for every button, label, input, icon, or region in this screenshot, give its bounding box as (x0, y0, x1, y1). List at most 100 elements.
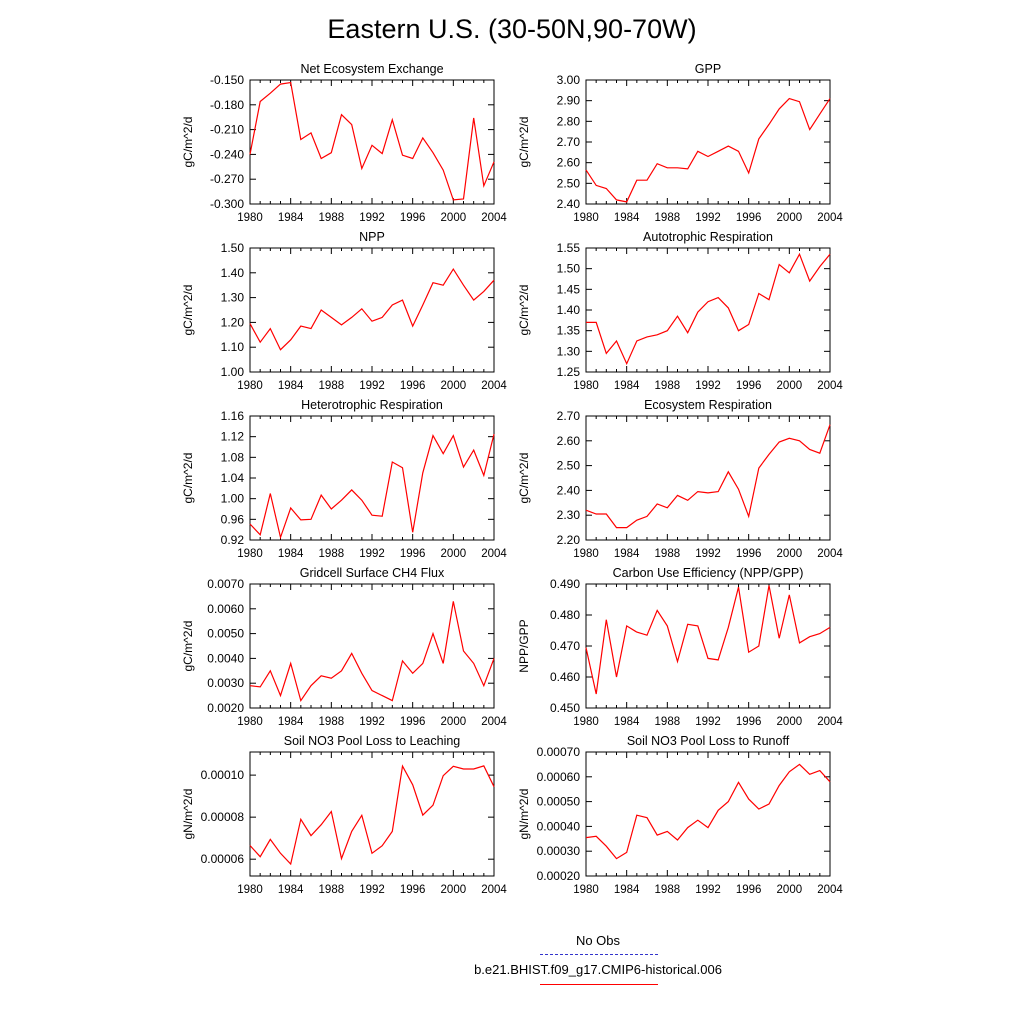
x-tick-label: 2004 (817, 380, 843, 392)
series-line (249, 267, 495, 351)
y-tick-label: 0.480 (550, 608, 580, 622)
x-tick-label: 1988 (319, 716, 345, 728)
y-tick-label: 0.490 (550, 577, 580, 591)
y-tick-label: 2.70 (557, 409, 581, 423)
x-tick-label: 1992 (695, 884, 721, 896)
y-tick-label: 0.92 (221, 533, 245, 547)
x-tick-label: 1988 (655, 884, 681, 896)
x-tick-label: 1984 (614, 716, 640, 728)
y-tick-label: -0.180 (210, 98, 244, 112)
y-tick-label: 1.20 (221, 315, 245, 329)
y-axis-label: NPP/GPP (517, 619, 531, 672)
y-tick-label: 1.30 (221, 291, 245, 305)
y-tick-label: 1.45 (557, 282, 581, 296)
y-tick-label: 0.460 (550, 670, 580, 684)
x-tick-label: 1984 (278, 884, 304, 896)
y-tick-label: 2.90 (557, 94, 581, 108)
x-tick-label: 2000 (777, 212, 803, 224)
y-tick-label: 1.40 (557, 303, 581, 317)
y-axis-label: gC/m^2/d (517, 453, 531, 504)
x-tick-label: 1996 (400, 212, 426, 224)
x-tick-label: 1984 (614, 548, 640, 560)
y-tick-label: 3.00 (557, 73, 581, 87)
x-tick-label: 1992 (359, 380, 385, 392)
y-tick-label: 0.00020 (537, 869, 581, 883)
plot-frame (249, 79, 495, 205)
y-tick-label: 0.0060 (207, 602, 244, 616)
plot-frame (585, 415, 831, 541)
x-tick-label: 1984 (278, 212, 304, 224)
series-line (585, 585, 831, 695)
legend-line-model-run (540, 984, 658, 985)
series-line (586, 252, 831, 366)
x-tick-label: 1988 (655, 380, 681, 392)
x-tick-label: 1984 (614, 212, 640, 224)
series-line (249, 764, 495, 866)
x-tick-label: 2004 (817, 716, 843, 728)
y-tick-label: 0.00070 (537, 745, 581, 759)
x-tick-label: 1988 (319, 380, 345, 392)
y-tick-label: 0.00040 (537, 819, 581, 833)
series-line (249, 81, 495, 201)
x-tick-label: 1996 (736, 380, 762, 392)
x-tick-label: 1980 (573, 716, 599, 728)
x-tick-label: 1992 (695, 380, 721, 392)
x-tick-label: 2004 (481, 548, 507, 560)
x-tick-label: 2004 (481, 380, 507, 392)
x-tick-label: 1996 (400, 716, 426, 728)
y-axis-label: gC/m^2/d (517, 285, 531, 336)
y-tick-label: 0.470 (550, 639, 580, 653)
y-tick-label: 2.80 (557, 114, 581, 128)
chart-title: Gridcell Surface CH4 Flux (300, 566, 445, 580)
x-tick-label: 2000 (777, 716, 803, 728)
x-tick-label: 1980 (573, 884, 599, 896)
legend-label-no-obs: No Obs (575, 933, 621, 948)
x-tick-label: 2004 (817, 884, 843, 896)
x-tick-label: 1996 (736, 716, 762, 728)
y-tick-label: 1.30 (557, 344, 581, 358)
series-line (249, 601, 495, 703)
x-tick-label: 1980 (573, 380, 599, 392)
series-line (585, 424, 831, 529)
x-tick-label: 2004 (481, 212, 507, 224)
y-axis-label: gC/m^2/d (181, 621, 195, 672)
y-tick-label: 0.00006 (201, 852, 245, 866)
x-tick-label: 1996 (400, 380, 426, 392)
x-tick-label: 1988 (319, 548, 345, 560)
y-tick-label: 1.50 (221, 241, 245, 255)
y-tick-label: 0.0040 (207, 651, 244, 665)
y-tick-label: 1.25 (557, 365, 581, 379)
x-tick-label: 1996 (400, 884, 426, 896)
x-tick-label: 1988 (319, 884, 345, 896)
y-tick-label: -0.300 (210, 197, 244, 211)
y-tick-label: 1.10 (221, 340, 245, 354)
y-axis-label: gC/m^2/d (517, 117, 531, 168)
series-line (585, 763, 831, 860)
x-tick-label: 1980 (237, 884, 263, 896)
chart-title: Carbon Use Efficiency (NPP/GPP) (613, 566, 804, 580)
y-tick-label: 0.00030 (537, 844, 581, 858)
chart-title: Net Ecosystem Exchange (300, 62, 443, 76)
x-tick-label: 1992 (695, 548, 721, 560)
y-axis-label: gC/m^2/d (181, 285, 195, 336)
x-tick-label: 2000 (777, 548, 803, 560)
x-tick-label: 1992 (359, 548, 385, 560)
x-tick-label: 1980 (573, 212, 599, 224)
x-tick-label: 1996 (736, 884, 762, 896)
y-tick-label: -0.240 (210, 147, 244, 161)
chart-title: Soil NO3 Pool Loss to Leaching (284, 734, 461, 748)
y-tick-label: 2.30 (557, 508, 581, 522)
x-tick-label: 2000 (777, 380, 803, 392)
y-tick-label: 0.00008 (201, 810, 245, 824)
x-tick-label: 2004 (481, 716, 507, 728)
plot-frame (249, 751, 495, 877)
plot-frame (249, 247, 495, 373)
y-tick-label: 0.0070 (207, 577, 244, 591)
y-axis-label: gC/m^2/d (181, 453, 195, 504)
y-tick-label: 1.08 (221, 450, 245, 464)
y-tick-label: 1.04 (221, 471, 245, 485)
y-tick-label: 1.00 (221, 365, 245, 379)
y-tick-label: 2.60 (557, 434, 581, 448)
series-line (249, 433, 495, 540)
